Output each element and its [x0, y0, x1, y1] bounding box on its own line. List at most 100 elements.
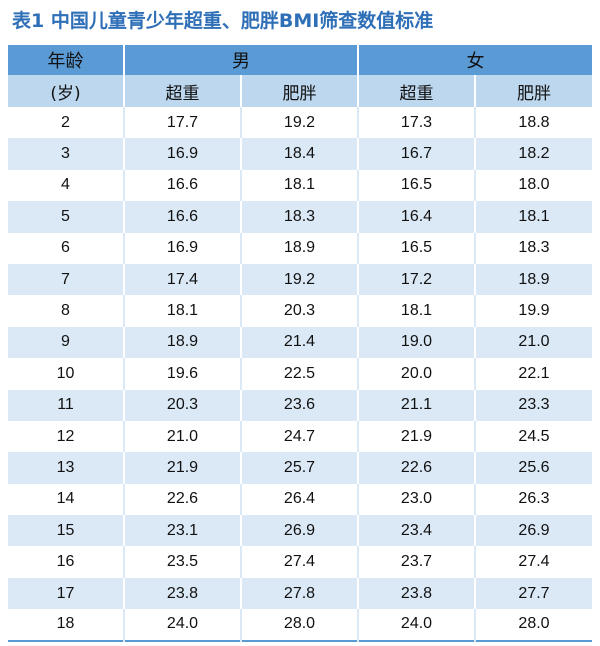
female-overweight-cell: 17.2	[358, 263, 476, 296]
male-overweight-cell: 19.6	[124, 358, 242, 390]
male-obese-cell: 23.6	[241, 389, 359, 421]
female-obese-cell: 25.6	[518, 458, 550, 476]
female-overweight-cell: 23.8	[358, 577, 476, 610]
female-overweight-cell: 18.1	[358, 295, 476, 327]
female-obese-cell: 18.9	[518, 270, 550, 288]
female-obese-cell: 23.3	[518, 396, 550, 414]
female-overweight-cell: 16.4	[358, 201, 476, 233]
male-overweight-cell: 18.9	[124, 326, 242, 359]
female-obese-cell: 26.9	[518, 521, 550, 539]
male-overweight-cell: 17.4	[124, 263, 242, 296]
table-body: 2 17.7 19.2 17.3 18.8 3 16.9 18.4 16.7 18.2 4 16.6 1…	[8, 107, 592, 641]
header-row-gender: 年龄 男 女	[8, 45, 592, 75]
age-cell: 4	[8, 169, 125, 202]
table-row: 11 20.3 23.6 21.1 23.3	[8, 389, 592, 421]
age-cell: 18	[8, 609, 125, 641]
female-overweight-cell: 16.7	[358, 138, 476, 170]
table-row: 15 23.1 26.9 23.4 26.9	[8, 515, 592, 547]
header-female-overweight: 超重	[358, 75, 476, 107]
header-female-obese: 肥胖	[517, 83, 551, 104]
table-row: 9 18.9 21.4 19.0 21.0	[8, 326, 592, 359]
male-overweight-cell: 22.6	[124, 483, 242, 516]
male-overweight-cell: 23.8	[124, 577, 242, 610]
age-cell: 17	[8, 577, 125, 610]
male-overweight-cell: 24.0	[124, 609, 242, 641]
female-overweight-cell: 23.4	[358, 515, 476, 547]
table-row: 2 17.7 19.2 17.3 18.8	[8, 107, 592, 139]
table-row: 5 16.6 18.3 16.4 18.1	[8, 201, 592, 233]
age-cell: 3	[8, 138, 125, 170]
male-overweight-cell: 16.6	[124, 201, 242, 233]
table-row: 6 16.9 18.9 16.5 18.3	[8, 232, 592, 264]
female-overweight-cell: 21.9	[358, 420, 476, 453]
male-obese-cell: 18.9	[241, 232, 359, 264]
age-cell: 7	[8, 263, 125, 296]
age-cell: 2	[8, 107, 125, 139]
male-obese-cell: 19.2	[241, 107, 359, 139]
male-obese-cell: 18.3	[241, 201, 359, 233]
age-cell: 15	[8, 515, 125, 547]
female-obese-cell: 18.0	[518, 176, 550, 194]
table-row: 16 23.5 27.4 23.7 27.4	[8, 546, 592, 578]
male-overweight-cell: 23.1	[124, 515, 242, 547]
male-overweight-cell: 21.0	[124, 420, 242, 453]
table-row: 8 18.1 20.3 18.1 19.9	[8, 295, 592, 327]
table-row: 10 19.6 22.5 20.0 22.1	[8, 358, 592, 390]
age-cell: 13	[8, 452, 125, 484]
male-overweight-cell: 16.9	[124, 232, 242, 264]
female-obese-cell: 24.5	[518, 427, 550, 445]
age-cell: 5	[8, 201, 125, 233]
age-cell: 11	[8, 389, 125, 421]
female-obese-cell: 19.9	[518, 302, 550, 320]
age-cell: 9	[8, 326, 125, 359]
table-title: 表1 中国儿童青少年超重、肥胖BMI筛查数值标准	[12, 10, 434, 32]
header-row-sub: (岁) 超重 肥胖 超重 肥胖	[8, 75, 592, 107]
male-obese-cell: 27.4	[241, 546, 359, 578]
bmi-table: 年龄 男 女 (岁) 超重 肥胖 超重 肥胖 2 17.7 19.2 17.3 18.8…	[8, 45, 592, 642]
female-obese-cell: 27.7	[518, 584, 550, 602]
table-row: 14 22.6 26.4 23.0 26.3	[8, 483, 592, 516]
female-overweight-cell: 19.0	[358, 326, 476, 359]
female-obese-cell: 27.4	[518, 553, 550, 571]
table-row: 3 16.9 18.4 16.7 18.2	[8, 138, 592, 170]
male-overweight-cell: 21.9	[124, 452, 242, 484]
male-obese-cell: 21.4	[241, 326, 359, 359]
female-obese-cell: 28.0	[518, 615, 550, 633]
female-obese-cell: 18.1	[518, 207, 550, 225]
table-row: 18 24.0 28.0 24.0 28.0	[8, 609, 592, 641]
male-obese-cell: 27.8	[241, 577, 359, 610]
male-obese-cell: 19.2	[241, 263, 359, 296]
male-overweight-cell: 16.9	[124, 138, 242, 170]
male-overweight-cell: 17.7	[124, 107, 242, 139]
female-overweight-cell: 17.3	[358, 107, 476, 139]
male-overweight-cell: 23.5	[124, 546, 242, 578]
female-obese-cell: 18.8	[518, 113, 550, 131]
table-header: 年龄 男 女 (岁) 超重 肥胖 超重 肥胖	[8, 45, 592, 107]
female-overweight-cell: 16.5	[358, 169, 476, 202]
male-obese-cell: 24.7	[241, 420, 359, 453]
table-row: 4 16.6 18.1 16.5 18.0	[8, 169, 592, 202]
header-male: 男	[124, 45, 359, 75]
female-obese-cell: 26.3	[518, 490, 550, 508]
age-cell: 14	[8, 483, 125, 516]
female-overweight-cell: 22.6	[358, 452, 476, 484]
header-female: 女	[466, 51, 485, 72]
female-overweight-cell: 20.0	[358, 358, 476, 390]
header-male-overweight: 超重	[124, 75, 242, 107]
female-overweight-cell: 23.0	[358, 483, 476, 516]
table-row: 17 23.8 27.8 23.8 27.7	[8, 577, 592, 610]
age-cell: 6	[8, 232, 125, 264]
male-obese-cell: 28.0	[241, 609, 359, 641]
male-obese-cell: 18.4	[241, 138, 359, 170]
male-obese-cell: 26.9	[241, 515, 359, 547]
female-overweight-cell: 16.5	[358, 232, 476, 264]
female-overweight-cell: 24.0	[358, 609, 476, 641]
male-obese-cell: 20.3	[241, 295, 359, 327]
female-overweight-cell: 23.7	[358, 546, 476, 578]
header-age: 年龄	[8, 45, 125, 75]
female-obese-cell: 21.0	[518, 333, 550, 351]
male-obese-cell: 22.5	[241, 358, 359, 390]
male-obese-cell: 18.1	[241, 169, 359, 202]
male-overweight-cell: 18.1	[124, 295, 242, 327]
female-obese-cell: 18.3	[518, 239, 550, 257]
